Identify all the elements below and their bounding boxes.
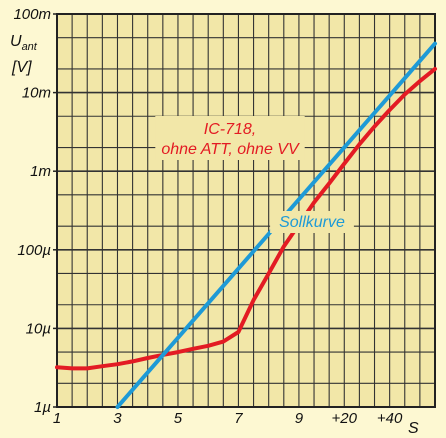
y-tick-label: 10m xyxy=(22,85,51,102)
y-axis-label-main: Uant xyxy=(10,33,38,53)
y-axis-label: Uant [V] xyxy=(10,33,38,76)
annotations: IC-718, ohne ATT, ohne VV Sollkurve xyxy=(155,116,354,233)
plot-border xyxy=(56,13,436,408)
x-axis-ticks: 1 3 5 7 9 +20 +40 xyxy=(53,410,403,427)
y-tick-label: 10µ xyxy=(26,320,51,337)
x-tick-label: +20 xyxy=(332,410,358,427)
plot-area xyxy=(57,14,435,407)
x-tick-label: 3 xyxy=(113,410,122,427)
annotation-label: Sollkurve xyxy=(279,214,345,231)
x-tick-label: 1 xyxy=(53,410,61,427)
y-axis-unit: [V] xyxy=(11,59,32,76)
annotation-background xyxy=(270,211,354,233)
series-line-ic-718 xyxy=(55,66,437,371)
y-tick-label: 1µ xyxy=(34,399,51,416)
x-tick-label: 7 xyxy=(234,410,243,427)
annotation-background xyxy=(155,116,305,160)
y-tick-label: 100m xyxy=(13,6,51,23)
x-tick-label: 5 xyxy=(174,410,183,427)
y-tick-label: 100µ xyxy=(17,242,51,259)
y-axis-ticks: 100m 10m 1m 100µ 10µ 1µ xyxy=(13,6,57,416)
y-tick-label: 1m xyxy=(30,163,51,180)
x-tick-label: +40 xyxy=(377,410,403,427)
x-tick-label: 9 xyxy=(295,410,304,427)
annotation-label: ohne ATT, ohne VV xyxy=(161,141,300,158)
annotation-label: IC-718, xyxy=(204,121,256,138)
x-axis-label: S xyxy=(408,420,419,437)
